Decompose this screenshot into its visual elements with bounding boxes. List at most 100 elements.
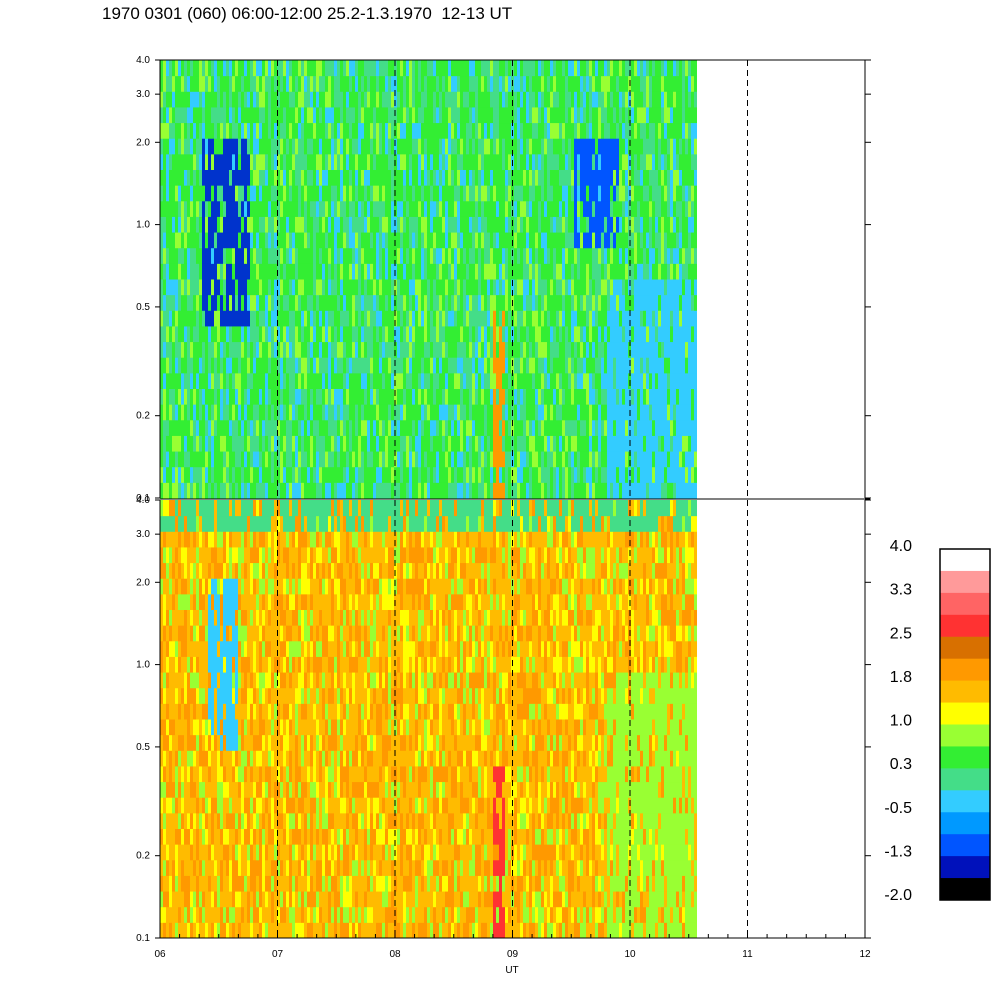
heatmap-cell [355, 404, 358, 421]
heatmap-cell [460, 122, 463, 139]
heatmap-cell [631, 169, 634, 186]
heatmap-cell [637, 341, 640, 358]
heatmap-cell [604, 138, 607, 155]
heatmap-cell [691, 294, 694, 311]
heatmap-cell [553, 435, 556, 452]
heatmap-cell [235, 263, 238, 280]
heatmap-cell [472, 451, 475, 468]
heatmap-cell [361, 325, 364, 343]
heatmap-cell [526, 153, 529, 170]
heatmap-cell [373, 200, 376, 217]
heatmap-cell [262, 357, 265, 374]
heatmap-cell [673, 263, 676, 280]
heatmap-cell [628, 138, 631, 155]
heatmap-cell [379, 279, 382, 296]
heatmap-cell [484, 169, 487, 186]
heatmap-cell [640, 372, 643, 389]
heatmap-cell [208, 451, 211, 468]
heatmap-cell [178, 372, 181, 389]
heatmap-cell [241, 60, 244, 77]
heatmap-cell [280, 325, 283, 343]
heatmap-cell [349, 357, 352, 374]
heatmap-cell [628, 169, 631, 186]
heatmap-cell [640, 451, 643, 468]
heatmap-cell [667, 75, 670, 92]
heatmap-cell [661, 263, 664, 280]
heatmap-cell [577, 279, 580, 296]
heatmap-cell [418, 435, 421, 452]
heatmap-cell [622, 310, 625, 327]
heatmap-cell [361, 388, 364, 405]
heatmap-cell [622, 91, 625, 108]
heatmap-cell [556, 232, 559, 249]
heatmap-cell [256, 419, 259, 436]
heatmap-cell [364, 466, 367, 483]
heatmap-cell [568, 75, 571, 92]
heatmap-cell [193, 122, 196, 139]
heatmap-cell [247, 435, 250, 452]
heatmap-cell [655, 247, 658, 264]
heatmap-cell [694, 341, 697, 358]
heatmap-cell [304, 106, 307, 124]
heatmap-cell [406, 357, 409, 374]
heatmap-cell [610, 75, 613, 92]
heatmap-cell [379, 325, 382, 343]
heatmap-cell [274, 294, 277, 311]
heatmap-cell [316, 357, 319, 374]
heatmap-cell [379, 466, 382, 483]
heatmap-cell [379, 247, 382, 264]
heatmap-cell [226, 325, 229, 343]
heatmap-cell [664, 279, 667, 296]
heatmap-cell [211, 91, 214, 108]
heatmap-cell [388, 153, 391, 170]
heatmap-cell [676, 419, 679, 436]
heatmap-cell [361, 451, 364, 468]
heatmap-cell [589, 263, 592, 280]
heatmap-cell [538, 404, 541, 421]
heatmap-cell [361, 341, 364, 358]
heatmap-cell [208, 466, 211, 483]
heatmap-cell [421, 341, 424, 358]
heatmap-cell [274, 153, 277, 170]
heatmap-cell [427, 341, 430, 358]
heatmap-cell [244, 60, 247, 77]
heatmap-cell [382, 482, 385, 499]
heatmap-cell [451, 122, 454, 139]
heatmap-cell [529, 247, 532, 264]
heatmap-cell [508, 153, 511, 170]
heatmap-cell [517, 451, 520, 468]
heatmap-cell [391, 466, 394, 483]
heatmap-cell [340, 122, 343, 139]
heatmap-cell [622, 232, 625, 249]
heatmap-cell [409, 60, 412, 77]
heatmap-cell [235, 404, 238, 421]
heatmap-cell [643, 153, 646, 170]
heatmap-cell [400, 106, 403, 124]
heatmap-cell [544, 325, 547, 343]
heatmap-cell [604, 91, 607, 108]
heatmap-cell [193, 482, 196, 499]
heatmap-cell [625, 185, 628, 202]
heatmap-cell [220, 388, 223, 405]
heatmap-cell [304, 294, 307, 311]
heatmap-cell [580, 216, 583, 233]
heatmap-cell [613, 466, 616, 483]
heatmap-cell [202, 388, 205, 405]
heatmap-cell [337, 404, 340, 421]
heatmap-cell [619, 279, 622, 296]
heatmap-cell [481, 357, 484, 374]
heatmap-cell [568, 247, 571, 264]
heatmap-cell [688, 388, 691, 405]
heatmap-cell [568, 91, 571, 108]
heatmap-cell [451, 247, 454, 264]
heatmap-cell [520, 466, 523, 483]
heatmap-cell [175, 310, 178, 327]
heatmap-cell [379, 75, 382, 92]
heatmap-cell [331, 435, 334, 452]
heatmap-cell [199, 325, 202, 343]
heatmap-cell [211, 216, 214, 233]
heatmap-cell [526, 404, 529, 421]
heatmap-cell [298, 185, 301, 202]
heatmap-cell [244, 247, 247, 264]
heatmap-cell [349, 341, 352, 358]
